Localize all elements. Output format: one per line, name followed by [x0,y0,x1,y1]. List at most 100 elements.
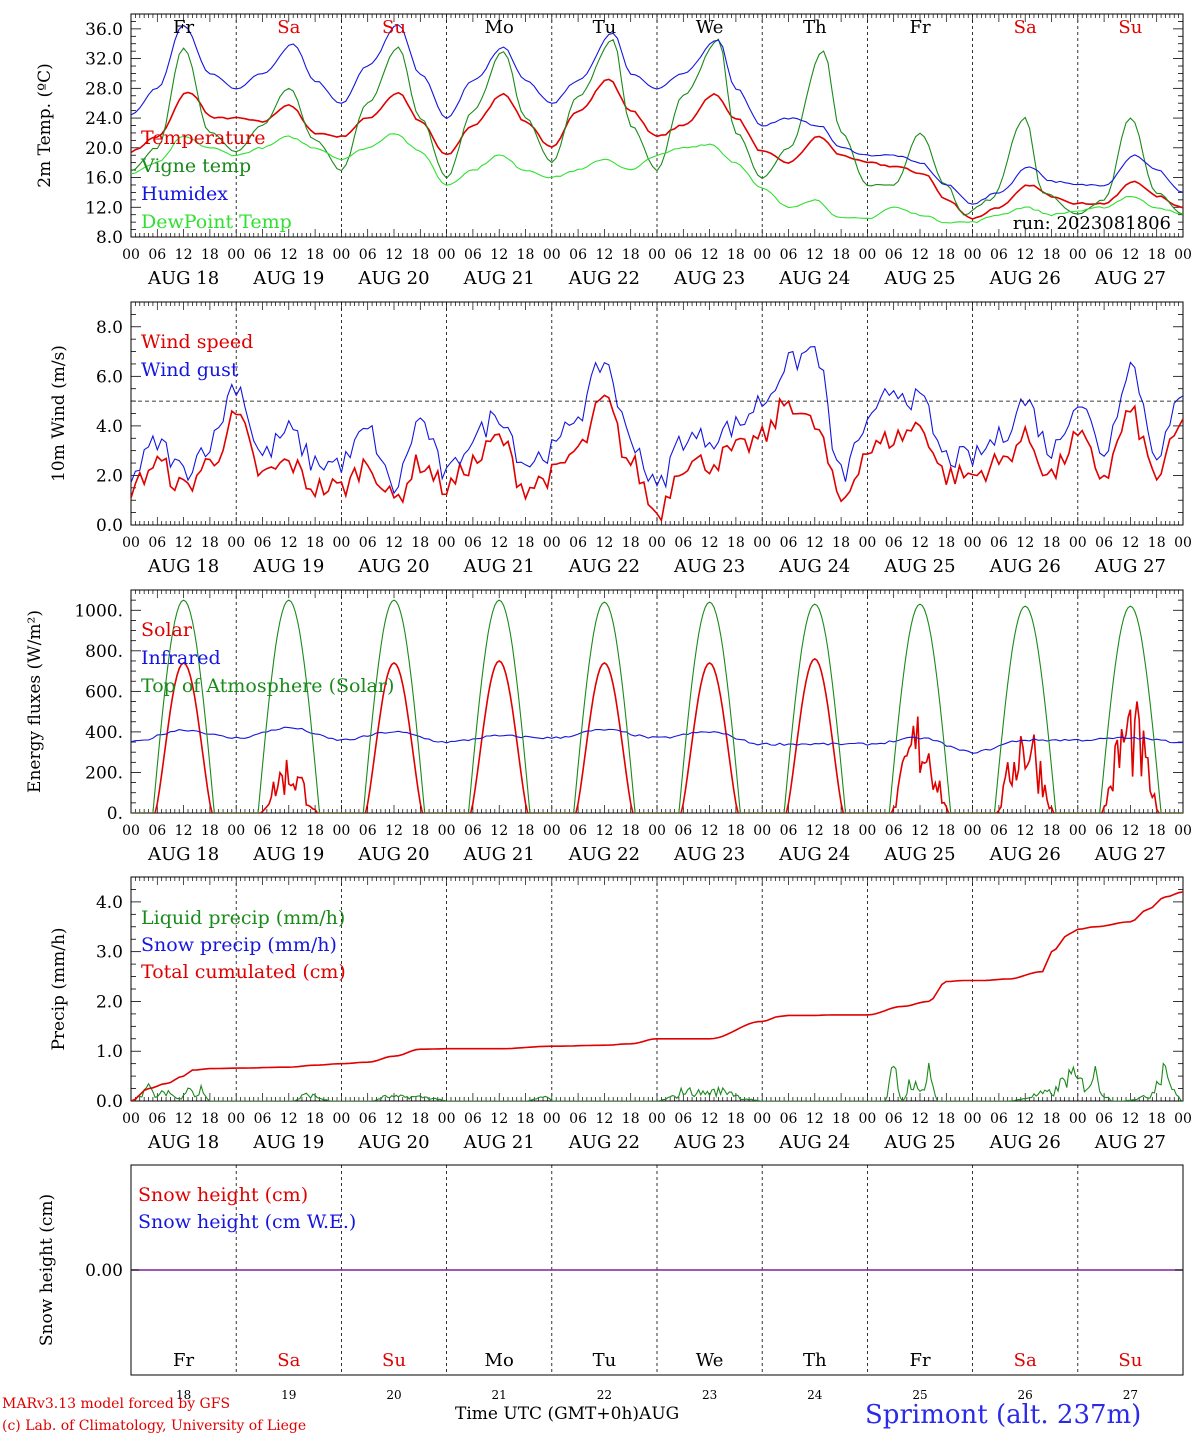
weekday-label: We [696,17,724,38]
hour-label: 12 [1016,247,1034,263]
hour-label: 18 [1148,535,1166,551]
hour-label: 00 [332,247,350,263]
hour-label: 12 [701,535,719,551]
date-label: AUG 20 [357,1132,429,1153]
hour-label: 06 [990,1111,1008,1127]
hour-label: 18 [1043,247,1061,263]
hour-label: 00 [964,1111,982,1127]
weekday-label: Tu [593,1350,617,1371]
hour-label: 18 [517,823,535,839]
hour-label: 06 [569,535,587,551]
weekday-label: Fr [909,17,930,38]
legend-vigne-temp: Vigne temp [140,155,251,177]
date-label: AUG 26 [989,268,1061,289]
legend-snow-height-cm-w-e: Snow height (cm W.E.) [138,1211,356,1233]
date-label: AUG 18 [147,844,219,865]
y-tick-label: 4.0 [96,417,123,437]
hour-label: 06 [569,1111,587,1127]
date-label: AUG 23 [673,1132,745,1153]
panel-frame [130,13,1184,238]
hour-label: 00 [122,1111,140,1127]
series-group [131,599,1183,813]
legend-snow-precip-mm-h: Snow precip (mm/h) [141,934,337,956]
hour-label: 18 [201,247,219,263]
date-label: AUG 24 [778,1132,850,1153]
hour-label: 18 [411,535,429,551]
hour-label: 18 [1043,535,1061,551]
run-annotation: run: 2023081806 [1013,213,1171,234]
hour-label: 18 [306,1111,324,1127]
hour-label: 12 [280,535,298,551]
hour-label: 00 [543,1111,561,1127]
hour-label: 12 [595,247,613,263]
date-label: AUG 26 [989,556,1061,577]
hour-label: 18 [517,247,535,263]
date-label: AUG 18 [147,1132,219,1153]
hour-label: 18 [937,823,955,839]
hour-label: 18 [727,535,745,551]
panel-frame [130,301,1184,526]
date-label: AUG 27 [1094,268,1166,289]
hour-label: 12 [911,1111,929,1127]
hour-label: 00 [438,823,456,839]
hour-label: 18 [201,535,219,551]
hour-label: 12 [280,823,298,839]
date-label: AUG 22 [568,1132,640,1153]
hour-label: 00 [648,247,666,263]
hour-label: 12 [1121,1111,1139,1127]
hour-label: 12 [175,1111,193,1127]
hour-label: 00 [332,823,350,839]
hour-label: 12 [175,823,193,839]
lab-credit: (c) Lab. of Climatology, University of L… [2,1418,307,1434]
date-label: AUG 19 [252,268,324,289]
y-tick-label: 0.0 [96,1092,123,1112]
hour-label: 06 [464,1111,482,1127]
hour-label: 00 [438,1111,456,1127]
hour-label: 18 [201,823,219,839]
date-label: AUG 22 [568,844,640,865]
hour-label: 12 [595,823,613,839]
day-number: 27 [1123,1388,1138,1402]
hour-label: 00 [648,823,666,839]
hour-label: 06 [464,247,482,263]
day-number: 22 [597,1388,612,1402]
hour-label: 00 [1069,535,1087,551]
hour-label: 12 [701,247,719,263]
y-tick-label: 32.0 [85,50,123,70]
hour-label: 12 [490,247,508,263]
hour-label: 00 [1069,823,1087,839]
hour-label: 12 [280,1111,298,1127]
hour-label: 12 [595,1111,613,1127]
series-group [131,346,1183,523]
hour-label: 18 [306,247,324,263]
weekday-label: Mo [485,1350,514,1371]
hour-label: 00 [122,247,140,263]
series-line-top-of-atmosphere-solar [131,599,1183,813]
legend-total-cumulated-cm: Total cumulated (cm) [141,961,346,983]
weekday-label: Fr [173,1350,194,1371]
date-label: AUG 23 [673,844,745,865]
hour-label: 12 [385,535,403,551]
hour-label: 18 [832,1111,850,1127]
legend-wind-speed: Wind speed [141,331,253,353]
hour-label: 06 [1095,535,1113,551]
hour-label: 18 [1043,823,1061,839]
hour-label: 18 [832,535,850,551]
hour-label: 12 [1121,535,1139,551]
hour-label: 06 [148,823,166,839]
hour-label: 00 [227,535,245,551]
hour-label: 00 [543,535,561,551]
panel-4: 0.0 1.0 2.0 3.0 4.0 Precip (mm/h) 00 06 12 18 AUG … [49,876,1192,1153]
y-tick-label: 400. [85,723,123,743]
y-tick-label: 6.0 [96,367,123,387]
y-tick-label: 0.0 [96,516,123,536]
date-label: AUG 24 [778,268,850,289]
hour-label: 12 [701,823,719,839]
hour-label: 06 [359,823,377,839]
series-line-solar [131,657,1183,813]
hour-label: 12 [1121,247,1139,263]
weekday-label: We [696,1350,724,1371]
hour-label: 06 [464,823,482,839]
hour-label: 12 [806,535,824,551]
hour-label: 18 [937,535,955,551]
